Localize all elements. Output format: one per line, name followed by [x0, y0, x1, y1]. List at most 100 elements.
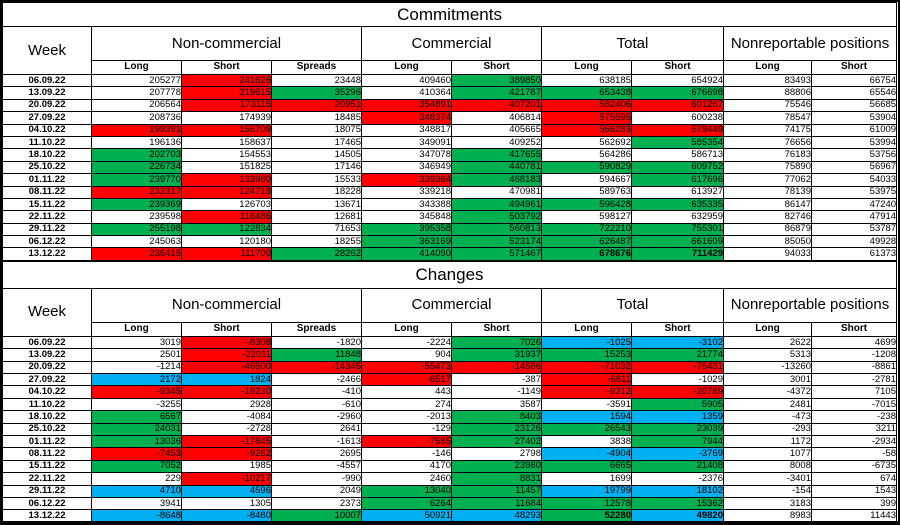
value-cell: 2049 — [271, 484, 362, 498]
value-cell: 47914 — [810, 210, 898, 224]
value-cell: 78547 — [723, 111, 812, 125]
value-cell: 2373 — [271, 496, 362, 511]
col-header-short: Short — [181, 321, 272, 337]
value-cell: 1305 — [181, 496, 272, 511]
value-cell: -20789 — [631, 385, 724, 399]
changes-section-title: Changes — [2, 260, 897, 289]
value-cell: 3183 — [723, 496, 812, 511]
col-header-short: Short — [631, 60, 724, 75]
week-cell: 06.09.22 — [2, 335, 92, 350]
week-cell: 11.10.22 — [2, 135, 92, 150]
value-cell: 76183 — [723, 148, 812, 162]
value-cell: 1699 — [541, 472, 632, 486]
col-header-spreads: Spreads — [271, 60, 362, 75]
week-cell: 08.11.22 — [2, 185, 92, 199]
value-cell: 470981 — [451, 185, 542, 199]
value-cell: 18255 — [271, 235, 362, 249]
value-cell: 12578 — [541, 496, 632, 511]
value-cell: 523174 — [451, 235, 542, 249]
value-cell: -1025 — [541, 335, 632, 350]
value-cell: 1985 — [181, 459, 272, 474]
value-cell: 3001 — [723, 373, 812, 387]
value-cell: 674 — [811, 472, 897, 486]
value-cell: -1214 — [91, 360, 182, 375]
value-cell: -6811 — [541, 373, 632, 387]
value-cell: 52280 — [541, 509, 632, 521]
col-header-long: Long — [91, 60, 182, 75]
week-cell: 18.10.22 — [2, 148, 92, 162]
value-cell: 4710 — [91, 484, 182, 498]
value-cell: 54033 — [810, 173, 898, 187]
value-cell: 255198 — [91, 222, 182, 237]
value-cell: -75431 — [631, 360, 724, 375]
value-cell: 571467 — [451, 247, 542, 261]
value-cell: 589763 — [541, 185, 632, 199]
table-row: 11.10.22 196136 158637 17465 349091 409252 562… — [2, 135, 898, 150]
value-cell: 904 — [361, 348, 452, 362]
value-cell: -3401 — [723, 472, 812, 486]
value-cell: 155709 — [181, 123, 272, 137]
col-header-short: Short — [451, 321, 542, 337]
value-cell: 601267 — [631, 98, 724, 113]
value-cell: -9262 — [181, 447, 272, 461]
value-cell: -2013 — [361, 410, 452, 424]
value-cell: 133980 — [181, 173, 272, 187]
week-cell: 22.11.22 — [2, 472, 92, 486]
value-cell: 346949 — [361, 160, 452, 175]
week-cell: 06.12.22 — [2, 496, 92, 511]
value-cell: 74175 — [723, 123, 812, 137]
value-cell: 23126 — [451, 422, 542, 437]
value-cell: -4084 — [181, 410, 272, 424]
value-cell: -4372 — [723, 385, 812, 399]
group-header-nonreportable-positions: Nonreportable positions — [722, 26, 898, 61]
table-row: 01.11.22 13036 -17845 -1613 -7585 27402 3838 79… — [2, 434, 897, 449]
week-cell: 27.09.22 — [2, 111, 92, 125]
value-cell: 236415 — [91, 247, 182, 261]
value-cell: -3102 — [631, 335, 724, 350]
value-cell: -410 — [271, 385, 362, 399]
week-cell: 04.10.22 — [2, 123, 92, 137]
value-cell: 5313 — [723, 348, 812, 362]
value-cell: 354891 — [361, 98, 452, 113]
table-row: 11.10.22 -3255 2928 -610 274 3587 -3591 5905 248… — [2, 397, 897, 412]
value-cell: 579449 — [631, 123, 724, 137]
value-cell: 7105 — [811, 385, 897, 399]
value-cell: 348374 — [361, 111, 452, 125]
value-cell: -2376 — [631, 472, 724, 486]
value-cell: 389850 — [451, 73, 542, 88]
value-cell: 53994 — [810, 135, 898, 150]
week-cell: 13.09.22 — [2, 86, 92, 100]
table-row: 13.09.22 2501 -22011 11848 904 31937 15253 2177… — [2, 348, 897, 362]
value-cell: 174939 — [181, 111, 272, 125]
value-cell: -2960 — [271, 410, 362, 424]
value-cell: 635335 — [631, 197, 724, 212]
value-cell: 126703 — [181, 197, 272, 212]
value-cell: -154 — [723, 484, 812, 498]
value-cell: 2501 — [91, 348, 182, 362]
col-header-long: Long — [723, 60, 812, 75]
week-cell: 22.11.22 — [2, 210, 92, 224]
value-cell: 77062 — [723, 173, 812, 187]
week-cell: 13.12.22 — [2, 509, 92, 521]
week-cell: 08.11.22 — [2, 447, 92, 461]
value-cell: 3941 — [91, 496, 182, 511]
value-cell: 6264 — [361, 496, 452, 511]
value-cell: 196136 — [91, 135, 182, 150]
value-cell: 239598 — [91, 210, 182, 224]
value-cell: 4596 — [181, 484, 272, 498]
value-cell: 594667 — [541, 173, 632, 187]
value-cell: 65546 — [810, 86, 898, 100]
value-cell: 2695 — [271, 447, 362, 461]
week-cell: 29.11.22 — [2, 484, 92, 498]
value-cell: 339218 — [361, 185, 452, 199]
value-cell: 560813 — [451, 222, 542, 237]
week-cell: 25.10.22 — [2, 422, 92, 437]
commitments-table: Commitments Week Non-commercial Commercial T… — [2, 2, 898, 261]
table-row: 20.09.22 206564 173115 20951 354891 407201 582… — [2, 98, 898, 113]
value-cell: -1208 — [811, 348, 897, 362]
value-cell: -2934 — [811, 434, 897, 449]
value-cell: 406814 — [451, 111, 542, 125]
value-cell: 405665 — [451, 123, 542, 137]
value-cell: 7026 — [451, 335, 542, 350]
value-cell: 2798 — [451, 447, 542, 461]
